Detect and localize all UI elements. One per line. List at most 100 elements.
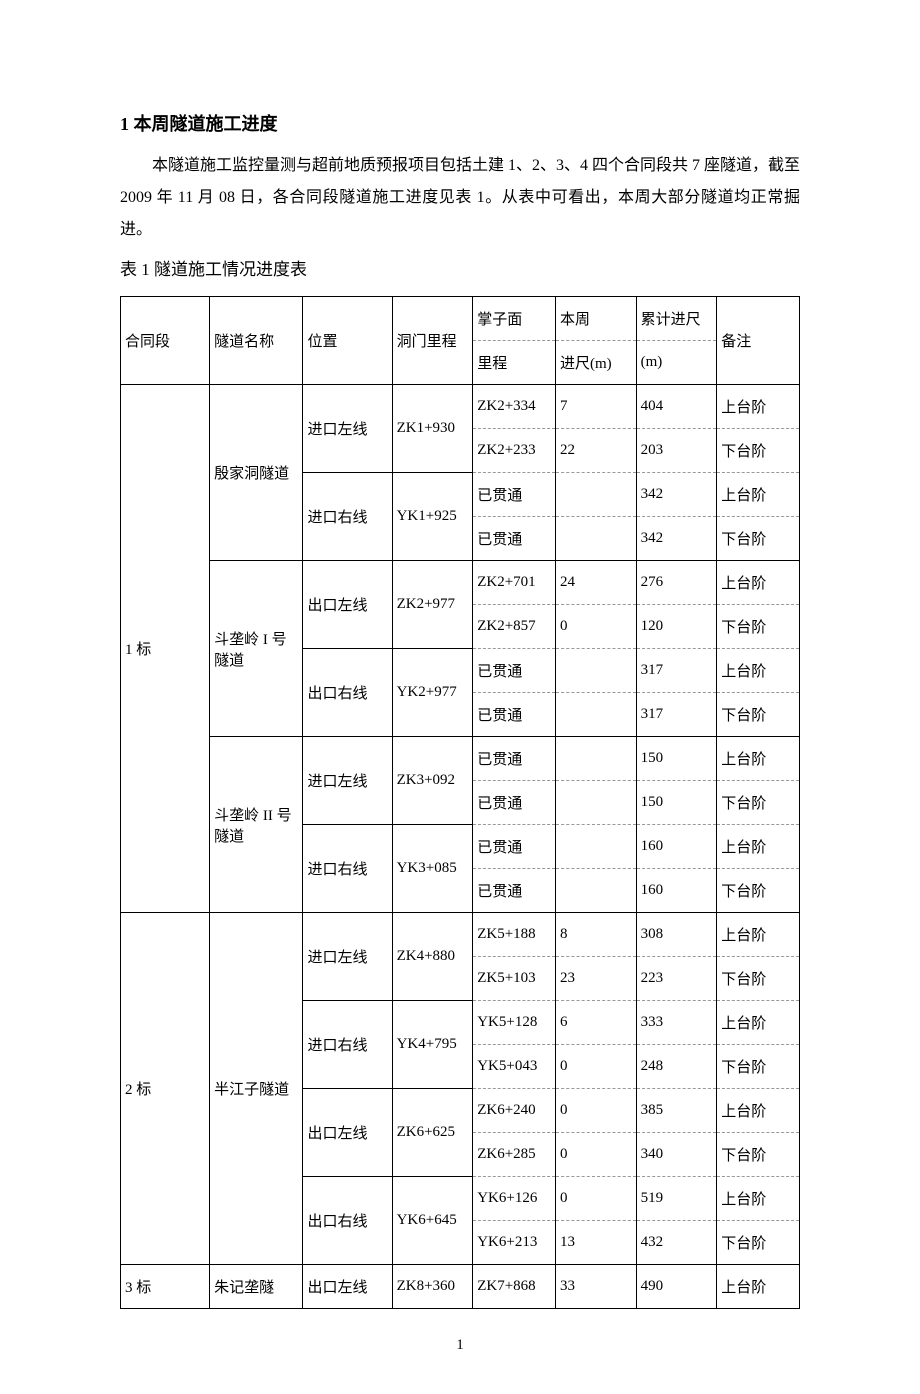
table-row: 1 标殷家洞隧道进口左线ZK1+930ZK2+3347404上台阶 [121,385,800,429]
table-cell: 432 [636,1221,717,1265]
table-cell: 0 [555,1045,636,1089]
table-cell: 404 [636,385,717,429]
table-cell: 已贯通 [473,825,556,869]
table-cell: ZK2+977 [392,561,473,649]
table-cell: 已贯通 [473,473,556,517]
table-cell: 1 标 [121,385,210,913]
table-cell: 160 [636,825,717,869]
table-cell: 上台阶 [717,1265,800,1309]
table-cell: 进口左线 [303,913,392,1001]
table-cell: ZK5+103 [473,957,556,1001]
table-cell: 150 [636,781,717,825]
table-cell [555,869,636,913]
table-cell: ZK2+701 [473,561,556,605]
table-cell: 上台阶 [717,1001,800,1045]
table-cell: 进口左线 [303,737,392,825]
table-cell: 已贯通 [473,869,556,913]
table-cell: 下台阶 [717,957,800,1001]
table-cell: 隧道名称 [210,297,303,385]
table-cell: 下台阶 [717,1133,800,1177]
table-cell: YK5+043 [473,1045,556,1089]
table-cell: 519 [636,1177,717,1221]
table-cell: 下台阶 [717,605,800,649]
table-cell: 6 [555,1001,636,1045]
table-cell [555,693,636,737]
table-cell: ZK7+868 [473,1265,556,1309]
table-cell: 出口左线 [303,1089,392,1177]
table-cell: 3 标 [121,1265,210,1309]
table-cell: 斗垄岭 I 号隧道 [210,561,303,737]
table-cell: 342 [636,473,717,517]
table-cell: 本周 [555,297,636,341]
table-cell: 已贯通 [473,737,556,781]
table-cell: 上台阶 [717,473,800,517]
table-cell: YK6+645 [392,1177,473,1265]
table-cell: 160 [636,869,717,913]
table-cell: 出口右线 [303,649,392,737]
table-cell: 317 [636,693,717,737]
table-cell: 下台阶 [717,869,800,913]
table-cell: 已贯通 [473,693,556,737]
table-cell: 上台阶 [717,1177,800,1221]
table-cell: 24 [555,561,636,605]
table-cell: 出口左线 [303,1265,392,1309]
table-cell: 出口左线 [303,561,392,649]
table-cell: 下台阶 [717,693,800,737]
table-cell: 里程 [473,341,556,385]
table-cell: 下台阶 [717,1045,800,1089]
table-caption: 表 1 隧道施工情况进度表 [120,254,800,286]
table-cell: 0 [555,1089,636,1133]
table-cell [555,649,636,693]
table-cell: 已贯通 [473,781,556,825]
table-row: 3 标朱记垄隧出口左线ZK8+360ZK7+86833490上台阶 [121,1265,800,1309]
table-row: 斗垄岭 II 号隧道进口左线ZK3+092已贯通150上台阶 [121,737,800,781]
table-cell: 洞门里程 [392,297,473,385]
table-cell: 位置 [303,297,392,385]
table-cell [555,473,636,517]
table-cell: 合同段 [121,297,210,385]
table-cell: 半江子隧道 [210,913,303,1265]
table-cell: 进口左线 [303,385,392,473]
table-cell: 317 [636,649,717,693]
table-cell: 朱记垄隧 [210,1265,303,1309]
table-cell: ZK6+285 [473,1133,556,1177]
table-cell: YK2+977 [392,649,473,737]
table-row: 斗垄岭 I 号隧道出口左线ZK2+977ZK2+70124276上台阶 [121,561,800,605]
table-cell: 8 [555,913,636,957]
table-cell: 342 [636,517,717,561]
table-cell: 333 [636,1001,717,1045]
table-cell: 下台阶 [717,429,800,473]
table-cell: 203 [636,429,717,473]
table-cell: 23 [555,957,636,1001]
table-cell: ZK5+188 [473,913,556,957]
table-cell: 120 [636,605,717,649]
table-cell: 0 [555,1133,636,1177]
table-cell: 7 [555,385,636,429]
table-cell: 殷家洞隧道 [210,385,303,561]
table-cell: 276 [636,561,717,605]
table-cell: 上台阶 [717,825,800,869]
table-cell: ZK1+930 [392,385,473,473]
table-cell: YK6+126 [473,1177,556,1221]
table-cell: 进口右线 [303,1001,392,1089]
table-cell: 累计进尺 [636,297,717,341]
table-cell: YK1+925 [392,473,473,561]
table-cell: 0 [555,1177,636,1221]
table-cell: 上台阶 [717,561,800,605]
page-number: 1 [120,1337,800,1354]
table-cell: ZK6+240 [473,1089,556,1133]
table-cell [555,825,636,869]
table-cell: 22 [555,429,636,473]
table-cell: YK6+213 [473,1221,556,1265]
table-cell: ZK4+880 [392,913,473,1001]
table-header-row: 合同段隧道名称位置洞门里程掌子面本周累计进尺备注 [121,297,800,341]
table-cell: YK3+085 [392,825,473,913]
table-cell [555,737,636,781]
table-cell: ZK8+360 [392,1265,473,1309]
progress-table: 合同段隧道名称位置洞门里程掌子面本周累计进尺备注里程进尺(m)(m)1 标殷家洞… [120,296,800,1309]
table-cell: 0 [555,605,636,649]
table-cell: 上台阶 [717,737,800,781]
table-cell: 掌子面 [473,297,556,341]
table-cell: 33 [555,1265,636,1309]
table-cell: 备注 [717,297,800,385]
